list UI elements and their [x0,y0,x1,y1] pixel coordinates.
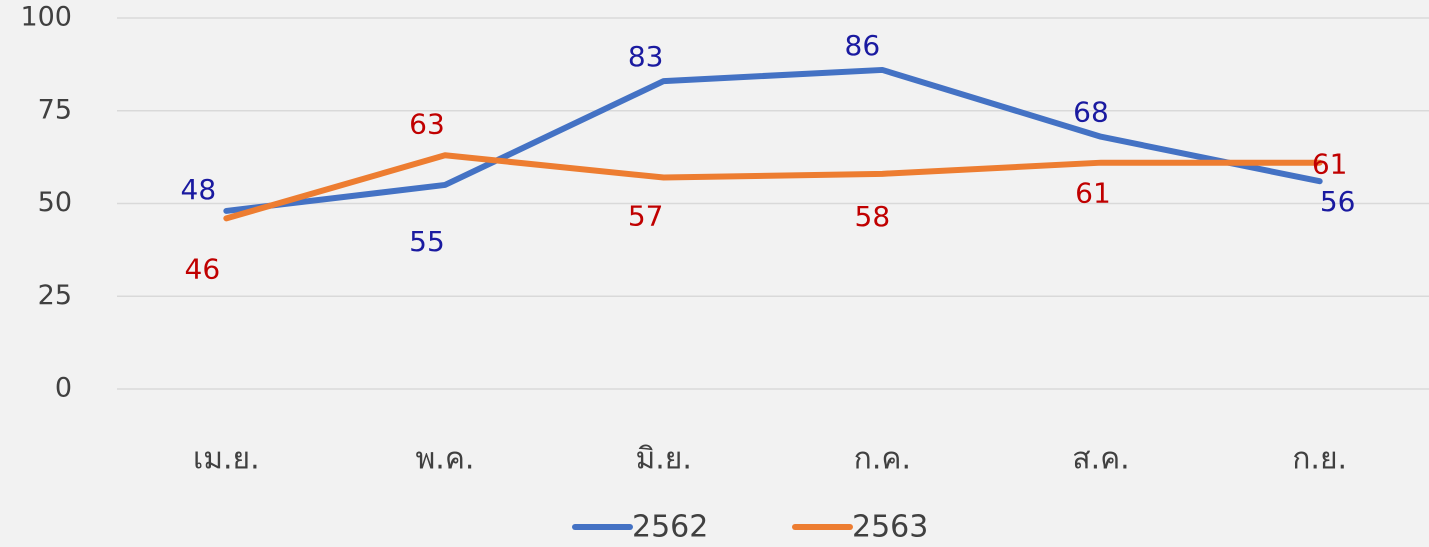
y-tick-label: 50 [38,187,72,218]
y-tick-label: 100 [20,2,72,33]
y-tick-label: 0 [55,373,72,404]
data-label: 86 [845,29,881,62]
legend-label: 2563 [852,510,928,545]
data-label: 58 [855,200,891,233]
data-label: 68 [1073,96,1109,129]
data-label: 48 [181,173,217,206]
x-tick-label: มิ.ย. [635,442,691,477]
data-label: 56 [1320,185,1356,218]
data-label: 61 [1312,148,1348,181]
data-label: 61 [1075,177,1111,210]
data-label: 57 [628,200,664,233]
x-tick-label: เม.ย. [193,442,260,477]
y-tick-label: 25 [38,280,72,311]
data-label: 46 [185,252,221,285]
data-label: 55 [409,225,445,258]
data-label: 83 [628,40,664,73]
series-line [223,66,1323,214]
x-tick-label: ส.ค. [1072,442,1129,477]
x-tick-label: พ.ค. [416,442,475,477]
x-tick-label: ก.ย. [1292,442,1347,477]
series-line [223,152,1323,222]
y-tick-label: 75 [38,94,72,125]
legend-label: 2562 [632,510,708,545]
x-tick-label: ก.ค. [854,442,911,477]
data-label: 63 [409,107,445,140]
